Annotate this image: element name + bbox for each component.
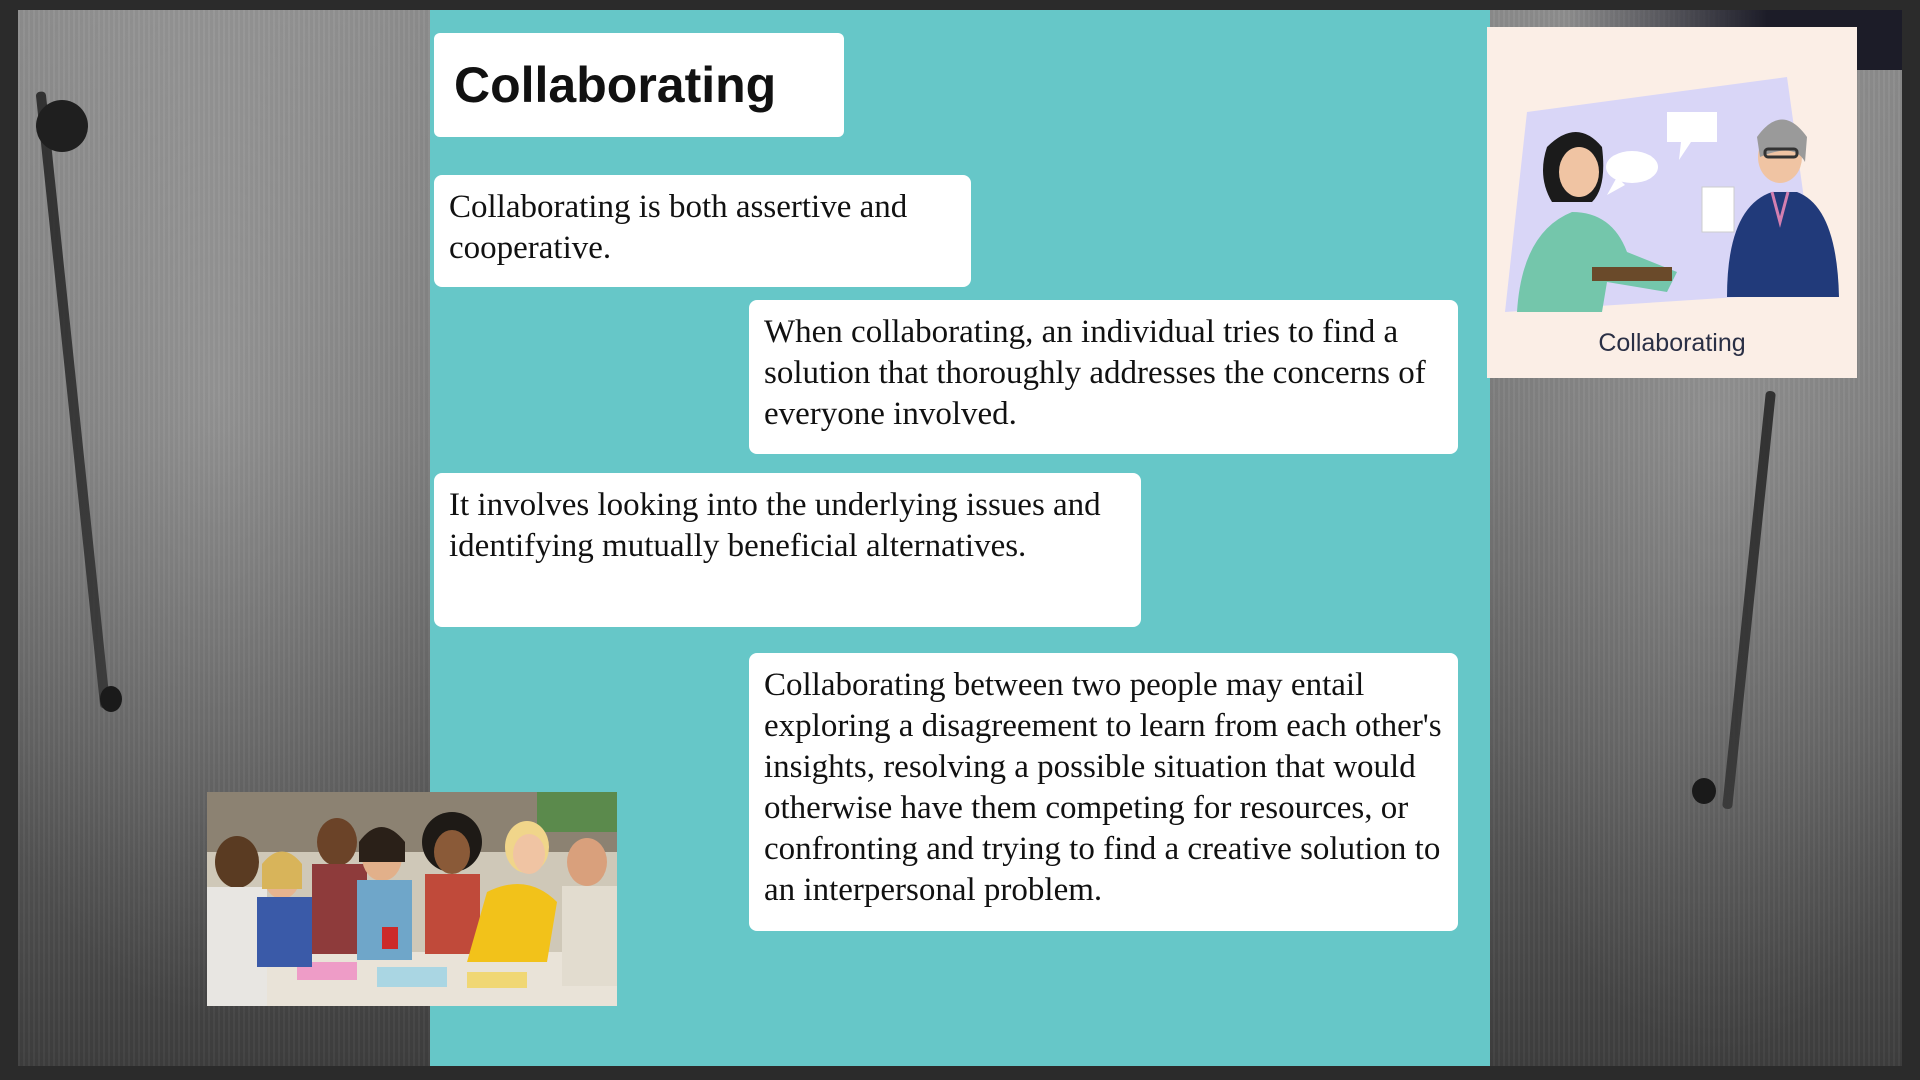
background-pole-left	[35, 91, 111, 709]
illustration-label: Collaborating	[1598, 329, 1746, 357]
background-pole-right	[1722, 390, 1776, 810]
text-bubble-4: Collaborating between two people may ent…	[749, 653, 1458, 931]
slide-title: Collaborating	[434, 33, 844, 137]
text-bubble-1: Collaborating is both assertive and coop…	[434, 175, 971, 287]
text-bubble-3: It involves looking into the underlying …	[434, 473, 1141, 627]
background-knob	[36, 100, 88, 152]
illustration-card: Collaborating	[1487, 27, 1857, 378]
background-pole-foot-right	[1692, 778, 1716, 804]
two-women-talking-icon	[1505, 77, 1839, 312]
group-collaboration-photo	[207, 792, 617, 1006]
background-pole-foot-left	[100, 686, 122, 712]
text-bubble-2: When collaborating, an individual tries …	[749, 300, 1458, 454]
